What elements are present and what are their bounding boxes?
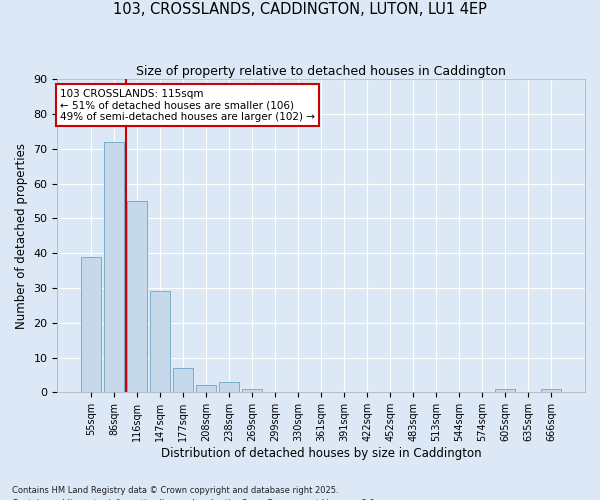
Bar: [196, 386, 216, 392]
Title: Size of property relative to detached houses in Caddington: Size of property relative to detached ho…: [136, 65, 506, 78]
X-axis label: Distribution of detached houses by size in Caddington: Distribution of detached houses by size …: [161, 447, 482, 460]
Text: 103, CROSSLANDS, CADDINGTON, LUTON, LU1 4EP: 103, CROSSLANDS, CADDINGTON, LUTON, LU1 …: [113, 2, 487, 18]
Bar: [127, 201, 147, 392]
Text: Contains HM Land Registry data © Crown copyright and database right 2025.: Contains HM Land Registry data © Crown c…: [12, 486, 338, 495]
Bar: [151, 292, 170, 392]
Bar: [220, 382, 239, 392]
Bar: [242, 389, 262, 392]
Text: Contains public sector information licensed under the Open Government Licence v3: Contains public sector information licen…: [12, 498, 377, 500]
Bar: [541, 389, 561, 392]
Bar: [82, 256, 101, 392]
Y-axis label: Number of detached properties: Number of detached properties: [15, 143, 28, 329]
Bar: [104, 142, 124, 393]
Bar: [173, 368, 193, 392]
Text: 103 CROSSLANDS: 115sqm
← 51% of detached houses are smaller (106)
49% of semi-de: 103 CROSSLANDS: 115sqm ← 51% of detached…: [60, 88, 315, 122]
Bar: [496, 389, 515, 392]
